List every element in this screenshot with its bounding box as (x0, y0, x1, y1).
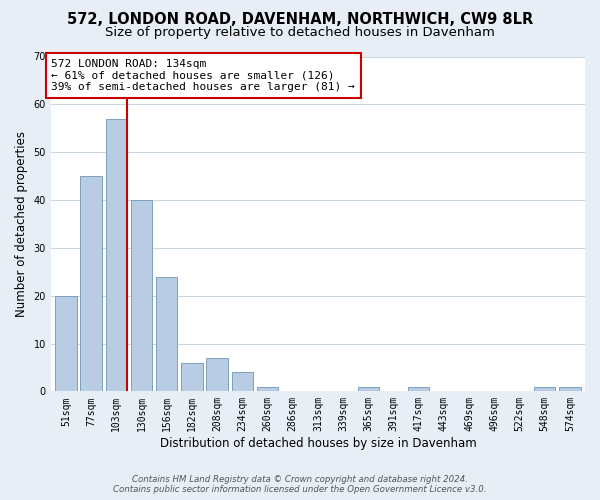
Bar (257, 386, 278, 392)
Bar (534, 386, 556, 392)
Y-axis label: Number of detached properties: Number of detached properties (15, 131, 28, 317)
Bar (181, 362, 203, 392)
Bar (156, 276, 178, 392)
Text: 572, LONDON ROAD, DAVENHAM, NORTHWICH, CW9 8LR: 572, LONDON ROAD, DAVENHAM, NORTHWICH, C… (67, 12, 533, 28)
Bar (232, 372, 253, 392)
Text: 572 LONDON ROAD: 134sqm
← 61% of detached houses are smaller (126)
39% of semi-d: 572 LONDON ROAD: 134sqm ← 61% of detache… (52, 59, 355, 92)
Bar (408, 386, 430, 392)
Bar (206, 358, 228, 392)
X-axis label: Distribution of detached houses by size in Davenham: Distribution of detached houses by size … (160, 437, 476, 450)
Bar (80, 176, 102, 392)
Text: Size of property relative to detached houses in Davenham: Size of property relative to detached ho… (105, 26, 495, 39)
Text: Contains HM Land Registry data © Crown copyright and database right 2024.
Contai: Contains HM Land Registry data © Crown c… (113, 474, 487, 494)
Bar (559, 386, 581, 392)
Bar (358, 386, 379, 392)
Bar (106, 118, 127, 392)
Bar (131, 200, 152, 392)
Bar (55, 296, 77, 392)
